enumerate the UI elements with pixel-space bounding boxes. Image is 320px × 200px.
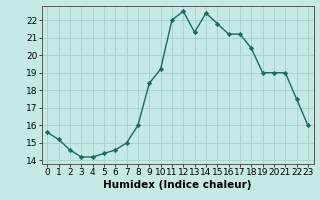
- X-axis label: Humidex (Indice chaleur): Humidex (Indice chaleur): [103, 180, 252, 190]
